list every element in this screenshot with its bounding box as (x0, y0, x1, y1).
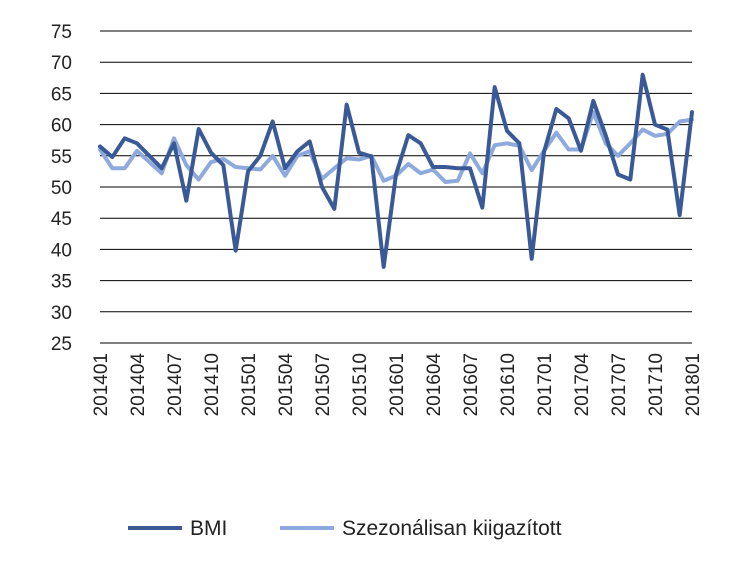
x-tick-label: 201701 (535, 353, 556, 416)
y-tick-label: 45 (51, 209, 72, 230)
y-tick-label: 75 (51, 22, 72, 43)
y-tick-label: 55 (51, 147, 72, 168)
x-tick-label: 201704 (572, 353, 593, 417)
x-tick-label: 201501 (239, 353, 260, 416)
x-tick-label: 201707 (609, 353, 630, 416)
x-tick-label: 201407 (165, 353, 186, 416)
legend-label-bmi: BMI (190, 517, 227, 540)
x-axis: 201401 201404 201407 201410 201501 201504 2015… (91, 353, 704, 417)
x-tick-label: 201510 (350, 353, 371, 416)
x-tick-label: 201601 (387, 353, 408, 416)
series-line-bmi (98, 72, 694, 269)
x-tick-label: 201801 (683, 353, 704, 416)
legend: BMI Szezonálisan kiigazított (128, 517, 562, 540)
x-tick-label: 201710 (646, 353, 667, 416)
series-lines (98, 72, 694, 269)
x-tick-label: 201404 (128, 353, 149, 417)
y-tick-label: 25 (51, 334, 72, 355)
x-tick-label: 201504 (276, 353, 297, 417)
x-tick-label: 201410 (202, 353, 223, 416)
x-tick-label: 201610 (498, 353, 519, 416)
y-tick-label: 65 (51, 84, 72, 105)
y-tick-label: 60 (51, 116, 72, 137)
y-tick-label: 40 (51, 240, 72, 261)
y-tick-label: 30 (51, 303, 72, 324)
y-tick-label: 50 (51, 178, 72, 199)
y-tick-label: 35 (51, 272, 72, 293)
x-tick-label: 201607 (461, 353, 482, 416)
y-tick-label: 70 (51, 53, 72, 74)
y-axis: 25 30 35 40 45 50 55 60 65 70 75 (51, 22, 72, 355)
x-tick-label: 201507 (313, 353, 334, 416)
x-tick-label: 201604 (424, 353, 445, 417)
legend-label-seasonally-adjusted: Szezonálisan kiigazított (342, 517, 562, 540)
x-tick-label: 201401 (91, 353, 112, 416)
